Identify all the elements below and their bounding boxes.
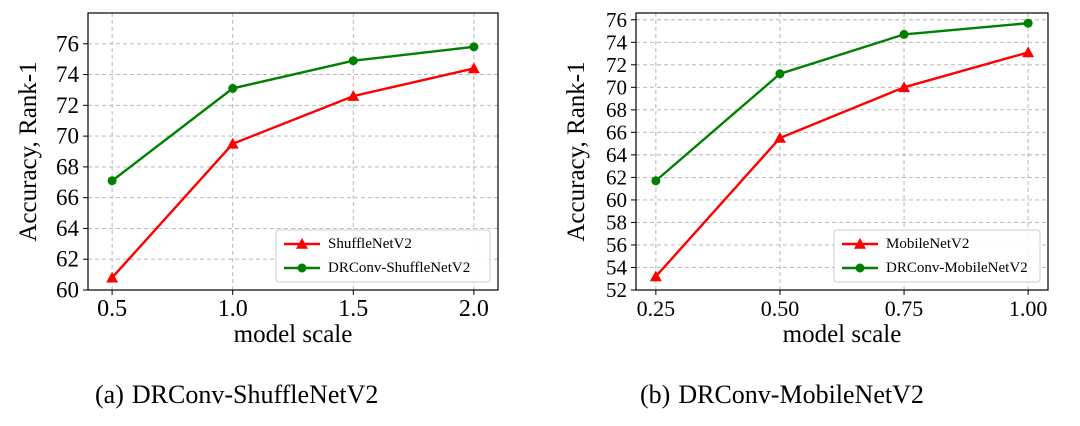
x-tick-label: 0.75 — [885, 296, 924, 321]
data-point-drconv-shufflenetv2 — [228, 83, 238, 93]
y-tick-label: 66 — [56, 185, 79, 210]
legend-label: DRConv-ShuffleNetV2 — [328, 260, 470, 276]
x-tick-label: 1.00 — [1009, 296, 1047, 321]
y-tick-label: 60 — [56, 278, 79, 303]
x-tick-label: 1.0 — [218, 296, 248, 322]
chart-panel-b: 52 54 56 58 60 62 64 66 68 70 72 74 76 0.25 0.50 0.75 1.… — [540, 0, 1080, 426]
series-line-drconv-mobilenetv2 — [655, 21, 1029, 182]
y-tick-label: 64 — [606, 143, 628, 167]
legend — [833, 229, 1041, 283]
data-point-drconv-shufflenetv2 — [348, 56, 358, 66]
x-axis-label: model scale — [234, 321, 353, 348]
y-tick-label: 68 — [56, 154, 79, 179]
series-line-shufflenetv2 — [111, 67, 475, 279]
data-point-drconv-shufflenetv2 — [107, 176, 117, 186]
chart-panel-a: 60 62 64 66 68 70 72 74 76 0.5 1.0 1.5 2.0 model scal… — [15, 12, 499, 410]
x-tick-label: 0.50 — [761, 296, 800, 321]
y-tick-label: 72 — [606, 53, 627, 77]
data-point-mobilenetv2 — [898, 81, 911, 93]
y-tick-label: 76 — [56, 31, 79, 56]
legend-label: MobileNetV2 — [886, 236, 969, 252]
caption-a-text: DRConv-ShuffleNetV2 — [131, 380, 379, 409]
data-point-shufflenetv2 — [467, 62, 480, 74]
y-tick-label: 62 — [56, 247, 79, 272]
caption-b-text: DRConv-MobileNetV2 — [678, 380, 924, 409]
legend-marker — [854, 238, 866, 249]
y-tick-label: 68 — [606, 98, 627, 122]
plot-frame — [635, 12, 1049, 291]
legend-marker — [296, 238, 308, 249]
y-tick-label: 76 — [606, 8, 627, 32]
y-tick-label: 66 — [606, 120, 627, 144]
x-tick-label: 1.5 — [338, 296, 368, 322]
legend-label: DRConv-MobileNetV2 — [886, 260, 1028, 276]
caption-b: (b) DRConv-MobileNetV2 — [640, 380, 924, 410]
x-tick-label: 2.0 — [459, 296, 489, 322]
y-tick-label: 58 — [606, 210, 627, 234]
caption-b-tag: (b) — [640, 380, 671, 409]
y-tick-label: 70 — [606, 75, 627, 99]
x-tick-label: 0.5 — [97, 296, 127, 322]
y-tick-label: 62 — [606, 165, 627, 189]
chart-a: 60 62 64 66 68 70 72 74 76 0.5 1.0 1.5 2.0 model scal… — [15, 12, 499, 348]
series-line-drconv-shufflenetv2 — [111, 45, 475, 182]
caption-a: (a) DRConv-ShuffleNetV2 — [95, 380, 378, 410]
y-tick-label: 56 — [606, 233, 627, 257]
data-point-mobilenetv2 — [773, 131, 786, 143]
x-axis-label: model scale — [783, 321, 902, 348]
legend-marker — [297, 263, 307, 273]
caption-a-tag: (a) — [95, 380, 124, 409]
data-point-mobilenetv2 — [649, 270, 662, 282]
legend-marker — [855, 263, 865, 273]
data-point-drconv-mobilenetv2 — [899, 29, 909, 39]
y-axis-label: Accuracy, Rank-1 — [15, 61, 42, 241]
y-tick-label: 74 — [606, 30, 628, 54]
x-tick-label: 0.25 — [637, 296, 676, 321]
data-point-mobilenetv2 — [1022, 46, 1035, 58]
data-point-shufflenetv2 — [106, 271, 119, 283]
series-line-mobilenetv2 — [654, 51, 1029, 278]
data-point-drconv-mobilenetv2 — [651, 176, 661, 186]
data-point-drconv-mobilenetv2 — [1023, 18, 1033, 28]
y-tick-label: 74 — [56, 62, 80, 87]
y-tick-label: 60 — [606, 188, 627, 212]
data-point-drconv-mobilenetv2 — [775, 69, 785, 79]
plot-frame — [87, 12, 499, 291]
data-point-shufflenetv2 — [347, 90, 360, 101]
y-tick-label: 52 — [606, 278, 627, 302]
y-tick-label: 54 — [606, 255, 628, 279]
data-point-drconv-shufflenetv2 — [469, 42, 479, 52]
y-tick-label: 70 — [56, 124, 79, 149]
legend — [275, 229, 491, 283]
legend-label: ShuffleNetV2 — [328, 236, 412, 252]
y-tick-label: 64 — [56, 216, 80, 241]
y-tick-label: 72 — [56, 93, 79, 118]
data-point-shufflenetv2 — [226, 137, 239, 149]
y-axis-label: Accuracy, Rank-1 — [563, 61, 590, 241]
